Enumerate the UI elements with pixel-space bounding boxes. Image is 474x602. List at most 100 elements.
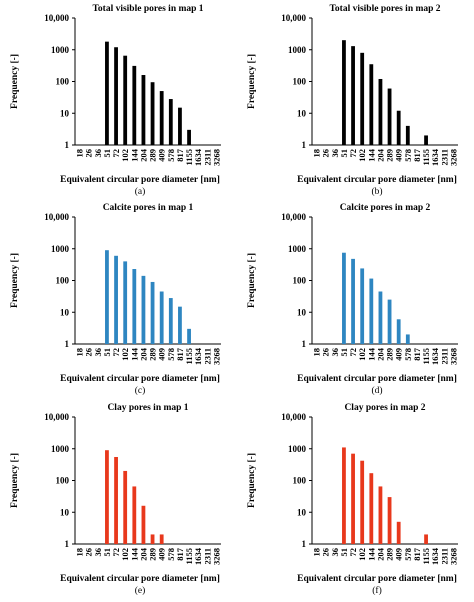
bar-72 xyxy=(114,47,118,146)
x-tick-label: 2311 xyxy=(202,548,212,565)
panel-caption: (a) xyxy=(135,186,146,197)
bar-51 xyxy=(105,250,109,344)
y-tick-label: 1000 xyxy=(51,45,70,55)
bar-51 xyxy=(342,447,346,544)
chart-title: Total visible pores in map 1 xyxy=(92,4,203,14)
panel-caption: (b) xyxy=(371,186,382,197)
x-tick-label: 36 xyxy=(93,548,103,557)
bar-72 xyxy=(351,258,355,344)
chart-title: Calcite pores in map 1 xyxy=(103,203,194,213)
bar-72 xyxy=(114,255,118,344)
x-tick-label: 289 xyxy=(385,548,395,561)
bar-409 xyxy=(159,91,164,145)
panel-caption: (d) xyxy=(371,385,382,396)
x-tick-label: 817 xyxy=(175,347,185,361)
x-tick-label: 204 xyxy=(138,347,148,361)
y-tick-label: 10 xyxy=(60,307,70,317)
x-tick-label: 18 xyxy=(312,149,322,158)
x-tick-label: 578 xyxy=(166,548,176,561)
y-axis-label: Frequency [-] xyxy=(10,253,20,308)
chart-panel-c: Calcite pores in map 1 1 10 100 1000 10,000 Fr… xyxy=(10,203,221,396)
bar-144 xyxy=(369,473,374,544)
y-tick-label: 10 xyxy=(297,108,307,118)
chart-panel-e: Clay pores in map 1 1 10 100 1000 10,000 Frequ… xyxy=(10,403,221,596)
y-tick-label: 10 xyxy=(60,507,70,517)
x-axis-label: Equivalent circular pore diameter [nm] xyxy=(60,374,220,384)
y-axis-label: Frequency [-] xyxy=(247,54,257,109)
y-tick-label: 100 xyxy=(293,77,307,87)
bar-204 xyxy=(378,291,383,344)
bar-51 xyxy=(105,41,109,146)
bar-144 xyxy=(132,486,137,544)
x-tick-label: 18 xyxy=(312,548,322,557)
x-tick-label: 409 xyxy=(157,149,167,162)
y-axis-label: Frequency [-] xyxy=(10,453,20,508)
x-tick-label: 72 xyxy=(111,149,121,158)
y-tick-label: 100 xyxy=(293,276,307,286)
y-tick-label: 1 xyxy=(65,339,70,349)
y-tick-label: 1000 xyxy=(51,444,70,454)
x-tick-label: 36 xyxy=(330,348,340,357)
y-tick-label: 10,000 xyxy=(281,13,306,23)
bar-578 xyxy=(405,334,410,344)
y-tick-label: 1 xyxy=(302,539,307,549)
x-tick-label: 1155 xyxy=(421,149,431,166)
x-tick-label: 817 xyxy=(175,148,185,162)
x-tick-label: 817 xyxy=(412,547,422,561)
x-tick-label: 36 xyxy=(330,548,340,557)
x-tick-label: 18 xyxy=(312,348,322,357)
bar-102 xyxy=(360,460,365,544)
x-tick-label: 26 xyxy=(84,548,94,557)
x-tick-label: 51 xyxy=(102,548,112,557)
panel-caption: (f) xyxy=(372,585,382,596)
x-tick-label: 2311 xyxy=(439,548,449,565)
x-tick-label: 102 xyxy=(357,149,367,162)
y-tick-label: 1000 xyxy=(288,444,307,454)
x-tick-label: 51 xyxy=(339,548,349,557)
x-tick-label: 289 xyxy=(385,149,395,162)
x-axis-label: Equivalent circular pore diameter [nm] xyxy=(60,175,220,185)
bar-204 xyxy=(378,78,383,145)
y-tick-label: 10,000 xyxy=(44,212,69,222)
y-tick-label: 10,000 xyxy=(44,412,69,422)
chart-panel-b: Total visible pores in map 2 1 10 100 1000 10… xyxy=(247,4,458,197)
x-tick-label: 578 xyxy=(403,348,413,361)
x-tick-label: 3268 xyxy=(211,348,221,365)
x-tick-label: 578 xyxy=(403,548,413,561)
y-tick-label: 1 xyxy=(65,140,70,150)
x-tick-label: 1155 xyxy=(421,348,431,365)
x-tick-label: 18 xyxy=(75,548,85,557)
x-tick-label: 144 xyxy=(366,347,376,361)
x-tick-label: 26 xyxy=(321,548,331,557)
bar-204 xyxy=(141,75,146,145)
x-tick-label: 2311 xyxy=(439,348,449,365)
bar-72 xyxy=(114,456,118,544)
x-tick-label: 144 xyxy=(366,547,376,561)
bar-204 xyxy=(141,505,146,544)
x-tick-label: 102 xyxy=(120,149,130,162)
x-tick-label: 72 xyxy=(348,348,358,357)
x-tick-label: 1634 xyxy=(430,547,440,565)
x-tick-label: 1155 xyxy=(184,548,194,565)
bar-144 xyxy=(369,64,374,145)
x-tick-label: 1155 xyxy=(421,548,431,565)
x-tick-label: 51 xyxy=(339,348,349,357)
bar-102 xyxy=(360,268,365,344)
y-tick-label: 10 xyxy=(297,507,307,517)
bar-102 xyxy=(123,55,128,145)
y-tick-label: 100 xyxy=(56,276,70,286)
x-tick-label: 72 xyxy=(111,548,121,557)
y-tick-label: 1 xyxy=(302,339,307,349)
x-tick-label: 204 xyxy=(375,148,385,162)
chart-title: Total visible pores in map 2 xyxy=(329,4,440,14)
y-tick-label: 10 xyxy=(297,307,307,317)
x-tick-label: 26 xyxy=(84,348,94,357)
x-tick-label: 1155 xyxy=(184,149,194,166)
x-tick-label: 817 xyxy=(412,347,422,361)
bar-817 xyxy=(178,306,182,344)
x-tick-label: 26 xyxy=(321,348,331,357)
x-tick-label: 289 xyxy=(148,548,158,561)
x-tick-label: 2311 xyxy=(439,149,449,166)
x-tick-label: 144 xyxy=(129,148,139,162)
x-tick-label: 1634 xyxy=(193,148,203,166)
